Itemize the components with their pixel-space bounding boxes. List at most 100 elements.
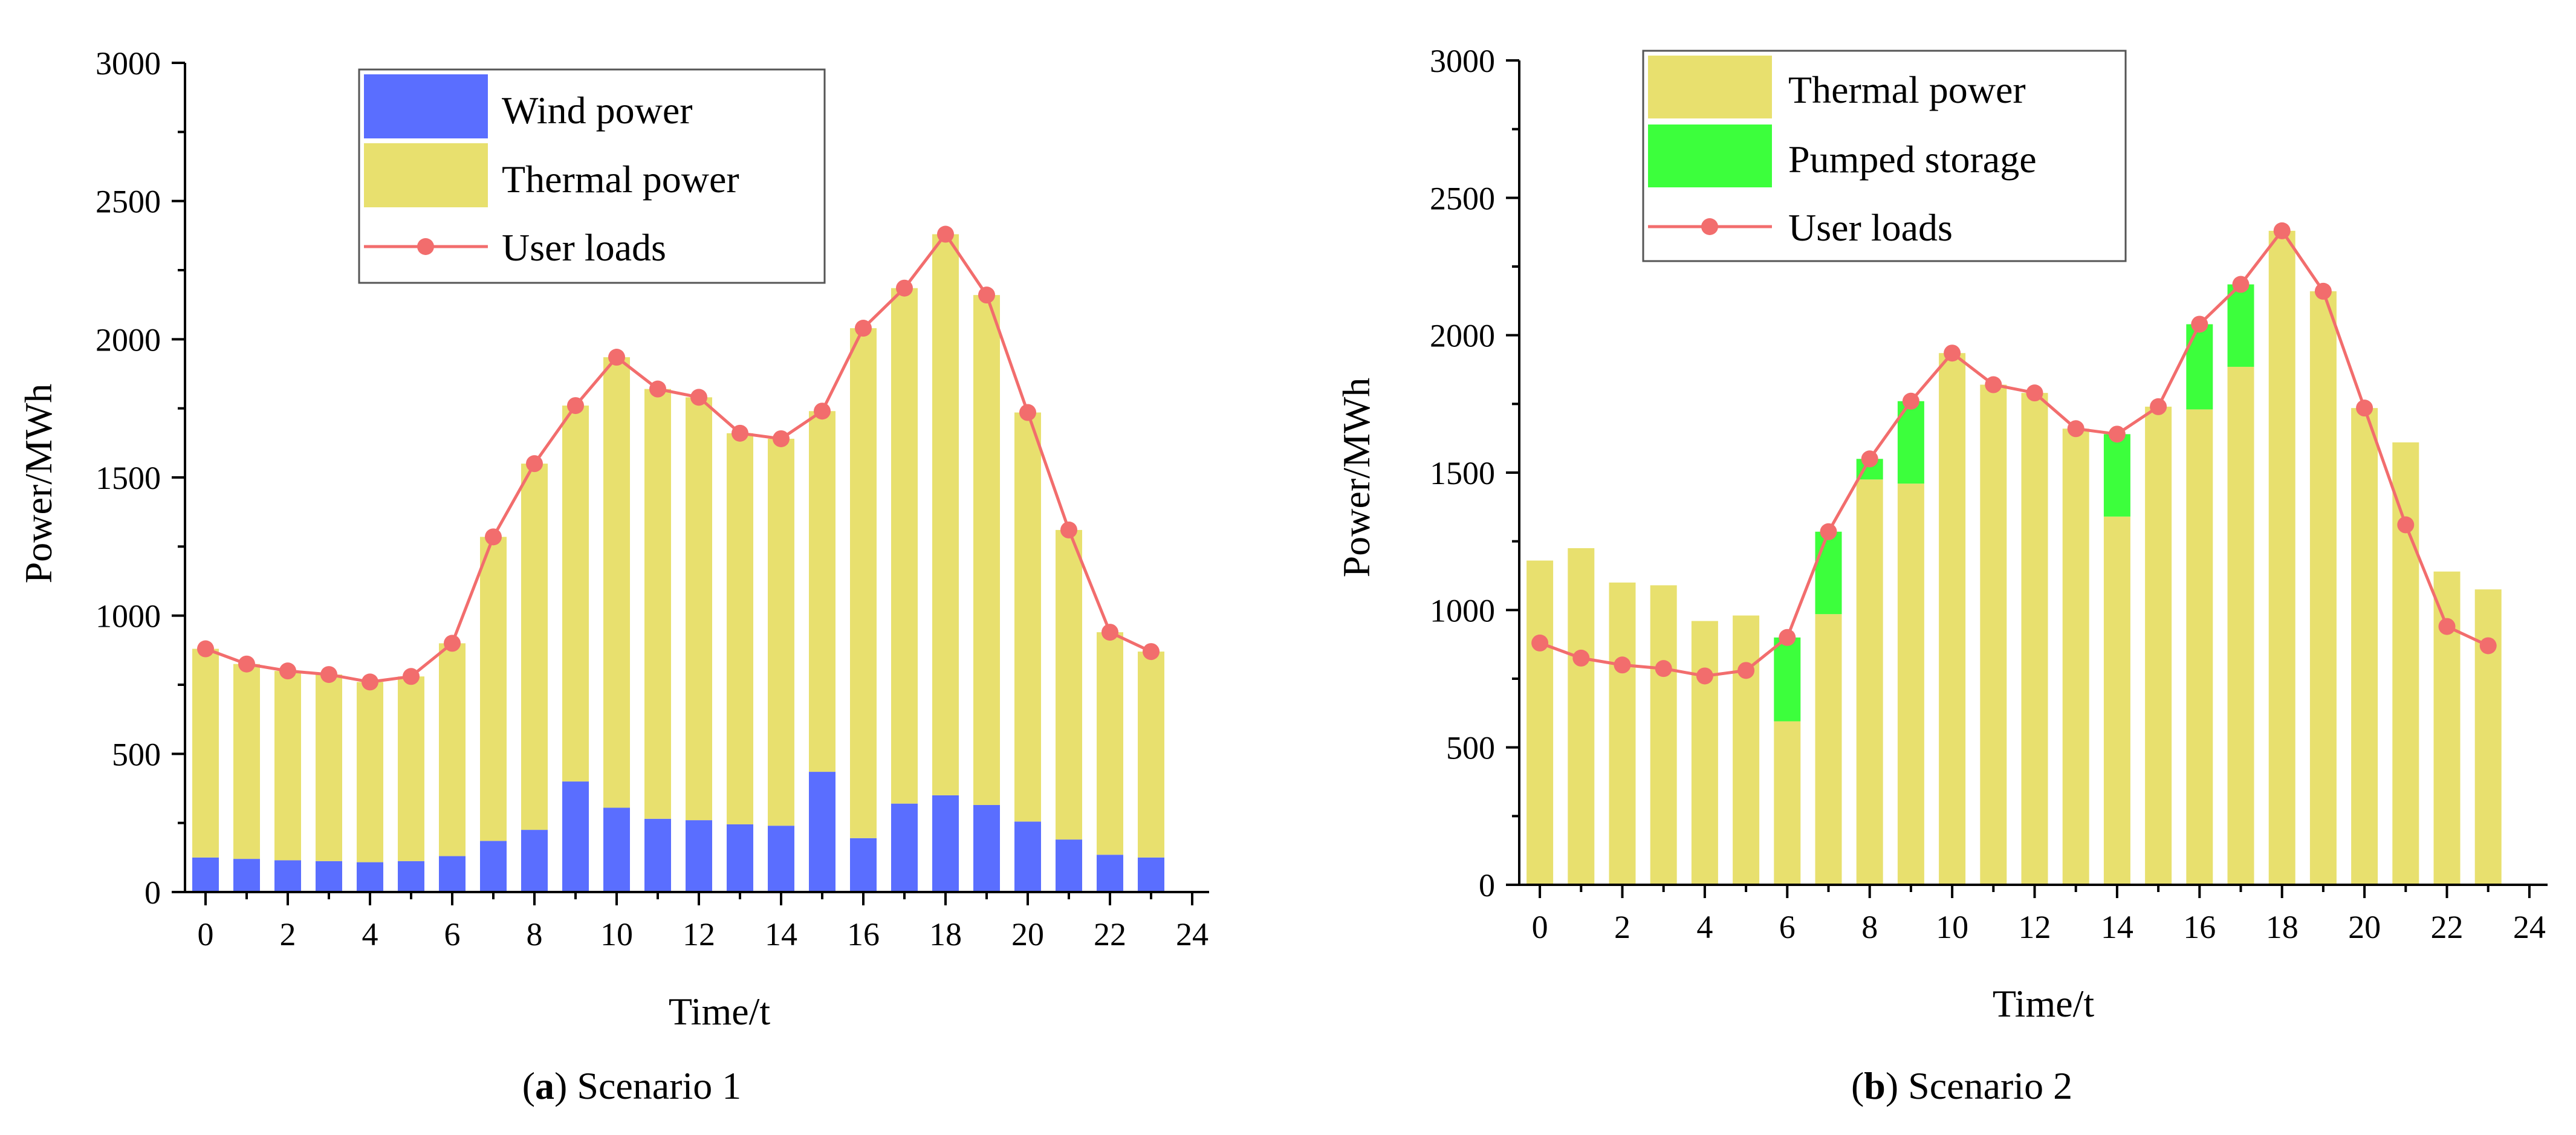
x-tick-label-a-0: 0 bbox=[198, 916, 214, 952]
user-loads-point-b-19 bbox=[2314, 282, 2332, 300]
user-loads-point-b-21 bbox=[2397, 516, 2415, 534]
wind-power-bar-a-13 bbox=[727, 824, 753, 892]
user-loads-point-a-0 bbox=[197, 640, 214, 658]
thermal-power-bar-a-3 bbox=[316, 674, 342, 861]
wind-power-bar-a-3 bbox=[316, 861, 342, 892]
thermal-power-bar-a-12 bbox=[686, 397, 712, 821]
user-loads-point-a-17 bbox=[896, 279, 913, 297]
legend-marker-user-loads-a bbox=[417, 238, 434, 255]
user-loads-point-a-11 bbox=[649, 380, 666, 398]
x-tick-label-b-12: 12 bbox=[2019, 909, 2051, 945]
thermal-power-bar-a-23 bbox=[1138, 652, 1164, 858]
thermal-power-bar-a-10 bbox=[603, 357, 630, 808]
thermal-power-bar-a-17 bbox=[891, 288, 918, 804]
wind-power-bar-a-4 bbox=[357, 862, 383, 892]
user-loads-point-a-15 bbox=[814, 403, 831, 420]
thermal-power-bar-a-20 bbox=[1014, 412, 1041, 822]
x-tick-label-a-24: 24 bbox=[1176, 916, 1209, 952]
x-tick-label-a-4: 4 bbox=[362, 916, 378, 952]
thermal-power-bar-b-11 bbox=[1980, 384, 2007, 885]
user-loads-point-b-10 bbox=[1944, 344, 1961, 362]
thermal-power-bar-b-19 bbox=[2309, 291, 2337, 885]
thermal-power-bar-a-19 bbox=[973, 295, 1000, 805]
wind-power-bar-a-20 bbox=[1014, 821, 1041, 892]
x-tick-label-b-22: 22 bbox=[2431, 909, 2464, 945]
legend-swatch-thermal-power-a bbox=[364, 143, 488, 207]
thermal-power-bar-b-4 bbox=[1691, 621, 1718, 885]
legend-label-pumped-storage: Pumped storage bbox=[1788, 138, 2037, 181]
thermal-power-bar-b-0 bbox=[1526, 560, 1554, 885]
thermal-power-bar-b-12 bbox=[2021, 393, 2048, 885]
user-loads-point-b-14 bbox=[2108, 425, 2126, 443]
user-loads-point-b-18 bbox=[2273, 222, 2291, 239]
legend-label-user-loads-b: User loads bbox=[1788, 206, 1953, 249]
x-tick-label-a-22: 22 bbox=[1094, 916, 1126, 952]
user-loads-point-b-11 bbox=[1985, 376, 2002, 393]
wind-power-bar-a-11 bbox=[644, 818, 671, 892]
wind-power-bar-a-9 bbox=[562, 781, 589, 892]
user-loads-point-b-3 bbox=[1655, 660, 1672, 677]
caption-close-b: ) bbox=[1886, 1064, 1898, 1107]
wind-power-bar-a-6 bbox=[439, 856, 466, 892]
caption-close-a: ) bbox=[554, 1064, 567, 1107]
user-loads-point-b-13 bbox=[2067, 420, 2084, 438]
chart-panel-a: 0 2 4 6 8 10 12 14 16 18 20 22 240500100015002000250… bbox=[17, 45, 1209, 1107]
y-tick-label-b-2000: 2000 bbox=[1430, 318, 1495, 354]
caption-text-a: Scenario 1 bbox=[577, 1064, 741, 1107]
x-tick-label-b-0: 0 bbox=[1532, 909, 1548, 945]
x-tick-label-b-4: 4 bbox=[1696, 909, 1713, 945]
legend-label-wind-power: Wind power bbox=[502, 89, 693, 132]
user-loads-point-a-4 bbox=[362, 673, 378, 691]
legend-swatch-pumped-storage bbox=[1648, 124, 1772, 187]
x-tick-label-a-10: 10 bbox=[600, 916, 633, 952]
wind-power-bar-a-0 bbox=[192, 857, 219, 892]
user-loads-point-a-12 bbox=[690, 389, 707, 406]
legend-label-user-loads-a: User loads bbox=[502, 226, 666, 269]
x-axis-title-a: Time/t bbox=[669, 990, 771, 1033]
user-loads-point-b-5 bbox=[1737, 662, 1755, 679]
y-axis-title-b: Power/MWh bbox=[1335, 378, 1378, 578]
wind-power-bar-a-10 bbox=[603, 807, 630, 892]
x-tick-label-b-2: 2 bbox=[1614, 909, 1630, 945]
thermal-power-bar-a-0 bbox=[192, 648, 219, 858]
user-loads-point-a-23 bbox=[1143, 643, 1160, 661]
thermal-power-bar-b-8 bbox=[1856, 479, 1883, 885]
thermal-power-bar-b-20 bbox=[2351, 408, 2378, 885]
y-tick-label-a-3000: 3000 bbox=[96, 45, 161, 82]
x-tick-label-b-10: 10 bbox=[1936, 909, 1968, 945]
user-loads-point-a-5 bbox=[403, 668, 420, 685]
thermal-power-bar-a-9 bbox=[562, 406, 589, 782]
pumped-storage-bar-b-7 bbox=[1815, 531, 1842, 615]
caption-letter-b: b bbox=[1864, 1064, 1886, 1107]
thermal-power-bar-a-22 bbox=[1097, 632, 1123, 855]
wind-power-bar-a-7 bbox=[480, 841, 507, 892]
x-tick-label-b-18: 18 bbox=[2266, 909, 2299, 945]
x-tick-label-a-8: 8 bbox=[527, 916, 543, 952]
user-loads-point-a-22 bbox=[1101, 624, 1118, 641]
wind-power-bar-a-2 bbox=[274, 860, 301, 892]
wind-power-bar-a-16 bbox=[850, 838, 877, 892]
wind-power-bar-a-21 bbox=[1056, 839, 1082, 892]
thermal-power-bar-a-13 bbox=[727, 433, 753, 824]
legend-swatch-thermal-power-b bbox=[1648, 56, 1772, 118]
thermal-power-bar-a-14 bbox=[768, 438, 794, 826]
thermal-power-bar-b-16 bbox=[2186, 409, 2213, 885]
thermal-power-bar-b-15 bbox=[2145, 406, 2172, 885]
wind-power-bar-a-22 bbox=[1097, 855, 1123, 892]
user-loads-point-b-23 bbox=[2479, 637, 2497, 655]
thermal-power-bar-a-1 bbox=[233, 664, 260, 859]
legend-a: Wind power Thermal power User loads bbox=[358, 68, 826, 284]
x-tick-label-b-8: 8 bbox=[1861, 909, 1878, 945]
thermal-power-bar-a-16 bbox=[850, 328, 877, 838]
wind-power-bar-a-17 bbox=[891, 803, 918, 892]
chart-panel-b: 0 2 4 6 8 10 12 14 16 18 20 22 240500100015002000250… bbox=[1335, 43, 2548, 1107]
user-loads-point-a-21 bbox=[1060, 521, 1077, 538]
y-tick-label-a-1000: 1000 bbox=[96, 598, 161, 635]
user-loads-point-a-13 bbox=[732, 424, 748, 442]
x-tick-label-b-14: 14 bbox=[2101, 909, 2133, 945]
thermal-power-bar-b-2 bbox=[1609, 582, 1636, 885]
y-tick-label-b-2500: 2500 bbox=[1430, 180, 1495, 216]
x-tick-label-a-2: 2 bbox=[280, 916, 296, 952]
thermal-power-bar-a-8 bbox=[521, 464, 548, 830]
